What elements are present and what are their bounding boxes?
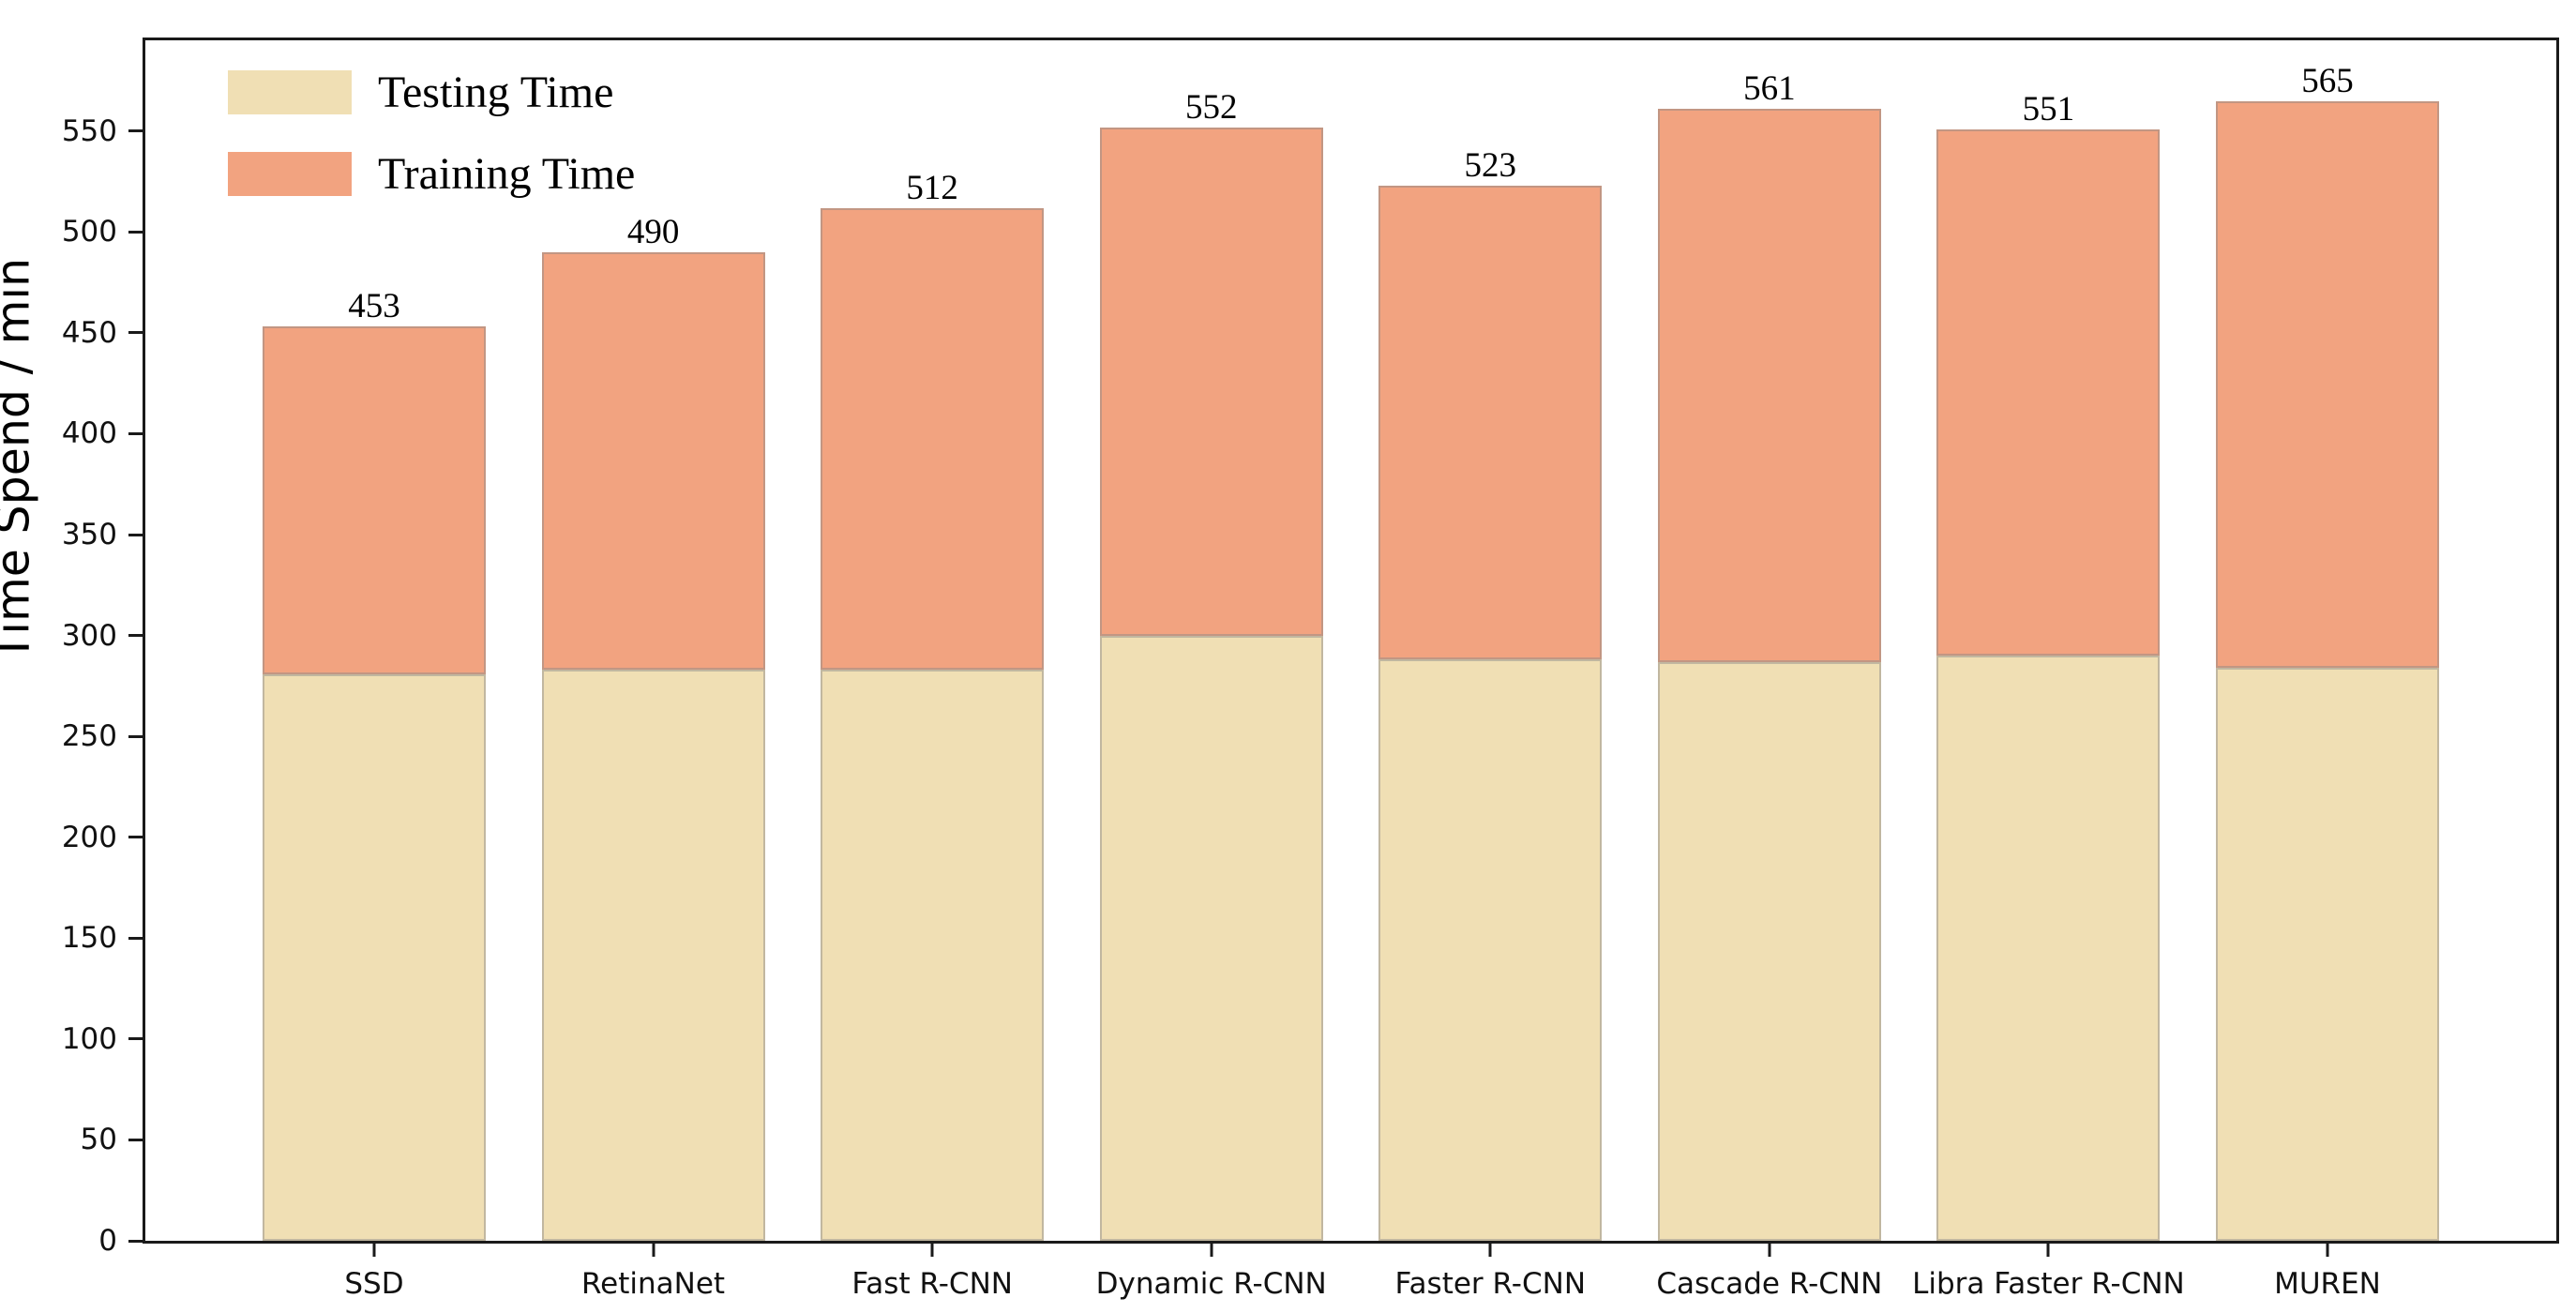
y-tick-label: 50 [80,1123,117,1157]
y-tick-mark [128,331,143,335]
x-tick-mark [372,1244,376,1257]
bar-segment-testing-time [2215,668,2439,1241]
bar-value-label: 453 [348,287,400,326]
y-tick-mark [128,936,143,940]
x-tick-label-cascade-r-cnn: Cascade R-CNN [1656,1267,1883,1301]
bar-segment-training-time [821,207,1045,671]
legend-label: Training Time [378,149,636,199]
bar-segment-testing-time [1099,635,1323,1241]
x-tick-mark [2046,1244,2050,1257]
bar-segment-training-time [1099,127,1323,636]
bar-segment-testing-time [262,673,487,1241]
x-tick-mark [1768,1244,1771,1257]
y-tick-mark [128,1037,143,1041]
bar-segment-testing-time [1657,661,1881,1241]
y-tick-label: 500 [61,215,117,249]
y-tick-mark [128,836,143,839]
y-tick-label: 350 [61,518,117,552]
x-tick-label-retinanet: RetinaNet [581,1267,726,1301]
x-tick-label-dynamic-r-cnn: Dynamic R-CNN [1095,1267,1327,1301]
bar-value-label: 490 [626,212,680,251]
legend: Testing Time Training Time [228,67,635,200]
plot-area: Testing Time Training Time 0 50 100 150 200 25… [62,38,2559,1301]
y-tick-label: 200 [61,820,117,854]
y-tick-mark [128,1239,143,1243]
bar-value-label: 565 [2301,61,2354,100]
legend-item: Testing Time [228,67,635,118]
bar-fast-r-cnn [821,207,1045,1241]
bar-libra-faster-r-cnn [1936,128,2161,1241]
y-tick-mark [128,431,143,435]
y-tick-mark [128,734,143,738]
y-tick-label: 250 [61,719,117,754]
y-tick-label: 300 [61,618,117,653]
x-tick-mark [930,1244,934,1257]
y-tick-mark [128,634,143,638]
y-tick-label: 100 [61,1021,117,1056]
bar-value-label: 561 [1743,69,1796,109]
x-tick-label-fast-r-cnn: Fast R-CNN [851,1267,1013,1301]
x-tick-label-libra-faster-r-cnn: Libra Faster R-CNN [1912,1267,2185,1301]
bar-muren [2215,100,2439,1241]
x-tick-mark [1210,1244,1213,1257]
y-axis-title: Time Spend / min [0,257,40,661]
bar-faster-r-cnn [1378,185,1603,1241]
y-tick-mark [128,1138,143,1141]
y-tick-label: 400 [61,416,117,451]
x-tick-label-faster-r-cnn: Faster R-CNN [1394,1267,1587,1301]
bar-cascade-r-cnn [1657,109,1881,1241]
legend-swatch [228,152,352,196]
x-tick-mark [1488,1244,1492,1257]
bar-segment-training-time [1378,185,1603,660]
bar-segment-testing-time [821,670,1045,1241]
legend-swatch [228,70,352,114]
y-tick-mark [128,533,143,536]
x-tick-label-ssd: SSD [344,1267,404,1301]
x-tick-mark [2326,1244,2329,1257]
bar-segment-training-time [262,326,487,674]
x-tick-mark [652,1244,655,1257]
y-tick-label: 550 [61,113,117,148]
bar-value-label: 512 [906,168,958,207]
bar-value-label: 552 [1184,87,1238,127]
bar-segment-training-time [2215,100,2439,669]
bar-segment-testing-time [1378,659,1603,1241]
y-tick-label: 150 [61,921,117,956]
y-tick-label: 0 [98,1224,117,1258]
bar-segment-testing-time [1936,656,2161,1241]
bar-ssd [262,326,487,1241]
bar-segment-training-time [1657,109,1881,662]
bar-segment-testing-time [541,670,765,1241]
bar-segment-training-time [541,251,765,671]
bar-dynamic-r-cnn [1099,127,1323,1241]
legend-label: Testing Time [378,68,614,117]
bar-segment-training-time [1936,128,2161,656]
x-tick-label-muren: MUREN [2274,1267,2381,1301]
bar-value-label: 523 [1464,145,1517,185]
bar-retinanet [541,251,765,1241]
y-tick-label: 450 [61,315,117,350]
y-tick-mark [128,129,143,133]
bar-value-label: 551 [2022,89,2075,128]
legend-item: Training Time [228,148,635,200]
y-tick-mark [128,230,143,234]
